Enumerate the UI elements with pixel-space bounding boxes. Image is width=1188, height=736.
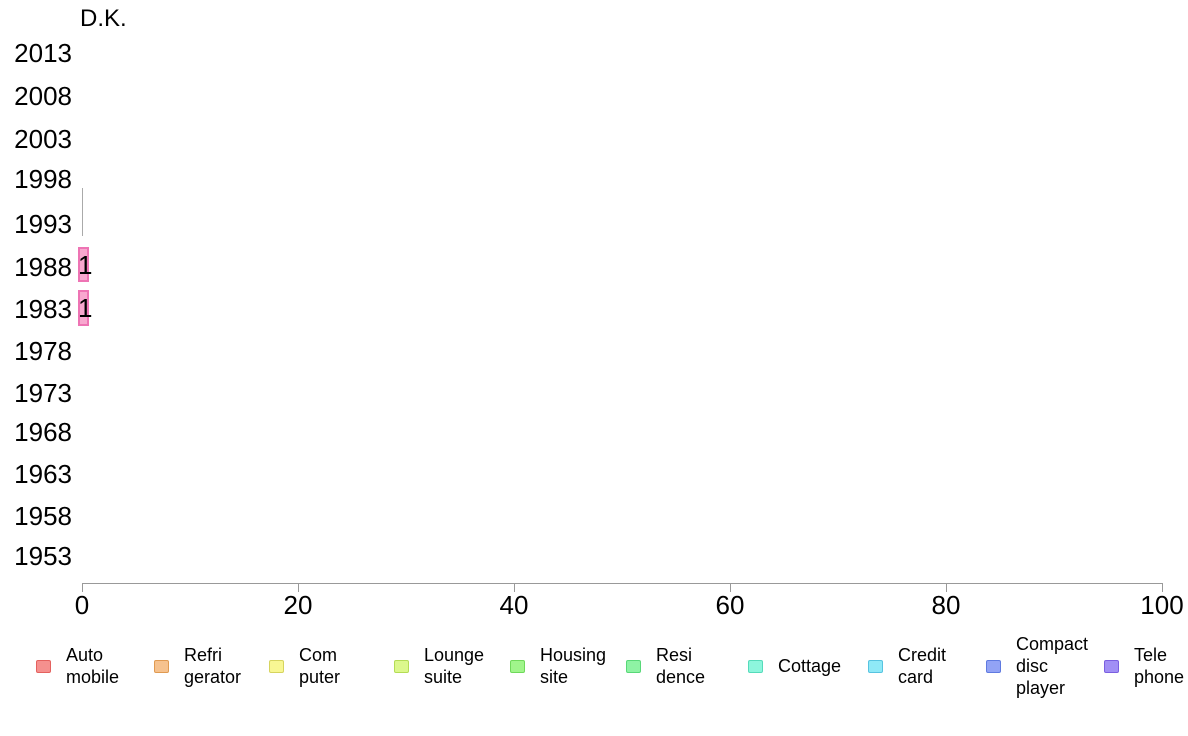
legend-label: Refri gerator <box>184 645 242 687</box>
y-axis-label: 1978 <box>14 336 72 366</box>
legend-item[interactable]: Lounge suite <box>394 632 484 700</box>
legend-swatch <box>510 659 525 673</box>
y-axis-label: 1963 <box>14 459 72 489</box>
legend-swatch <box>986 659 1001 673</box>
x-axis-tick <box>1162 583 1163 592</box>
y-axis-label: 1993 <box>14 209 72 239</box>
x-axis-tick <box>82 583 83 592</box>
bar <box>78 247 89 282</box>
legend-swatch <box>626 659 641 673</box>
bar <box>78 290 89 326</box>
x-axis-line <box>82 583 1162 584</box>
x-axis-tick-label: 60 <box>715 590 745 620</box>
legend-swatch <box>868 659 883 673</box>
legend-item[interactable]: Refri gerator <box>154 632 241 700</box>
y-axis-label: 1953 <box>14 541 72 571</box>
x-axis-tick <box>514 583 515 592</box>
legend-item[interactable]: Compact disc player <box>986 632 1088 700</box>
x-axis-tick-label: 0 <box>74 590 90 620</box>
x-axis-tick-label: 20 <box>283 590 313 620</box>
x-axis-tick <box>946 583 947 592</box>
legend-label: Tele phone <box>1134 645 1185 687</box>
legend-item[interactable]: Credit card <box>868 632 946 700</box>
y-axis-label: 1968 <box>14 417 72 447</box>
legend-swatch <box>269 659 284 673</box>
legend-label: Lounge suite <box>424 645 485 687</box>
legend-label: Credit card <box>898 645 947 687</box>
bar-value-label: 1 <box>78 293 93 323</box>
y-axis-label: 2008 <box>14 81 72 111</box>
legend-label: Com puter <box>299 645 341 687</box>
legend-label: Resi dence <box>656 645 706 687</box>
y-axis-line-segment <box>82 188 83 236</box>
legend-label: Housing site <box>540 645 607 687</box>
x-axis-tick <box>298 583 299 592</box>
y-axis-label-dk: D.K. <box>80 5 127 32</box>
legend-item[interactable]: Cottage <box>748 632 841 700</box>
x-axis-tick-label: 80 <box>931 590 961 620</box>
y-axis-label: 1983 <box>14 294 72 324</box>
legend-item[interactable]: Com puter <box>269 632 340 700</box>
legend-item[interactable]: Tele phone <box>1104 632 1184 700</box>
legend-item[interactable]: Resi dence <box>626 632 705 700</box>
legend-item[interactable]: Housing site <box>510 632 606 700</box>
y-axis-label: 1958 <box>14 501 72 531</box>
y-axis-label: 1998 <box>14 164 72 194</box>
legend-swatch <box>1104 659 1119 673</box>
y-axis-label: 2003 <box>14 124 72 154</box>
legend-swatch <box>748 659 763 673</box>
legend-swatch <box>394 659 409 673</box>
legend-label: Compact disc player <box>1016 634 1089 698</box>
legend-swatch <box>36 659 51 673</box>
x-axis-tick-label: 40 <box>499 590 529 620</box>
x-axis-tick-label: 100 <box>1140 590 1184 620</box>
legend-swatch <box>154 659 169 673</box>
legend-item[interactable]: Auto mobile <box>36 632 119 700</box>
legend-label: Auto mobile <box>66 645 120 687</box>
bar-value-label: 1 <box>78 250 93 280</box>
x-axis-tick <box>730 583 731 592</box>
y-axis-label: 1973 <box>14 378 72 408</box>
y-axis-label: 2013 <box>14 38 72 68</box>
legend-label: Cottage <box>778 656 842 676</box>
y-axis-label: 1988 <box>14 252 72 282</box>
